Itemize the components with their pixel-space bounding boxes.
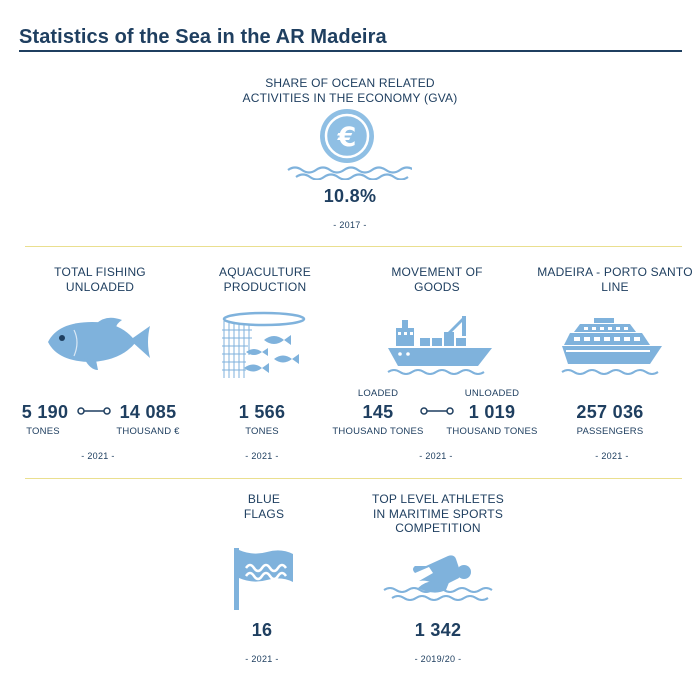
fishing-value-tones: 5 190	[21, 402, 69, 422]
ferry-line-label-line2: LINE	[601, 279, 629, 294]
fishing-value-euro: 14 085	[119, 402, 177, 422]
ferry-line-year: - 2021 -	[595, 451, 629, 461]
swimmer-icon	[383, 555, 493, 601]
gva-label-line1: SHARE OF OCEAN RELATED	[265, 76, 435, 90]
fishing-year: - 2021 -	[81, 451, 115, 461]
goods-loaded-value: 145	[362, 402, 394, 422]
blue-flags-label: BLUE FLAGS	[214, 492, 314, 521]
separator-2	[25, 478, 682, 479]
athletes-year: - 2019/20 -	[414, 654, 462, 664]
ferry-icon	[561, 318, 662, 375]
goods-loaded-unit: THOUSAND TONES	[332, 426, 424, 437]
athletes-label-line3: COMPETITION	[395, 521, 481, 535]
gva-label: SHARE OF OCEAN RELATED ACTIVITIES IN THE…	[200, 76, 500, 105]
cargo-ship-icon	[387, 316, 492, 375]
gva-label-line2: ACTIVITIES IN THE ECONOMY (GVA)	[242, 90, 458, 105]
goods-label: MOVEMENT OF GOODS	[362, 265, 512, 294]
svg-text:€: €	[337, 122, 357, 153]
gva-value: 10.8%	[323, 186, 377, 206]
aquaculture-year: - 2021 -	[245, 451, 279, 461]
blue-flags-label-line1: BLUE	[247, 492, 281, 506]
page-title: Statistics of the Sea in the AR Madeira	[19, 26, 387, 48]
athletes-value: 1 342	[414, 620, 462, 640]
fish-icon	[48, 317, 150, 370]
fishing-label: TOTAL FISHING UNLOADED	[20, 265, 180, 294]
aquaculture-unit: TONES	[245, 426, 279, 437]
goods-unloaded-value: 1 019	[468, 402, 516, 422]
goods-label-line1: MOVEMENT OF	[391, 265, 483, 279]
aquaculture-label: AQUACULTURE PRODUCTION	[190, 265, 340, 294]
blue-flags-value: 16	[251, 620, 273, 640]
title-underline	[19, 50, 682, 52]
ferry-line-label: MADEIRA - PORTO SANTO LINE	[530, 265, 700, 294]
goods-unloaded-unit: THOUSAND TONES	[446, 426, 538, 437]
ferry-line-unit: PASSENGERS	[576, 426, 644, 437]
goods-year: - 2021 -	[419, 451, 453, 461]
aquaculture-label-line2: PRODUCTION	[223, 279, 307, 294]
athletes-label: TOP LEVEL ATHLETES IN MARITIME SPORTS CO…	[358, 492, 518, 536]
athletes-label-line1: TOP LEVEL ATHLETES	[372, 492, 504, 506]
fishing-unit-euro: THOUSAND €	[116, 426, 180, 437]
link-connector-icon	[77, 407, 111, 415]
goods-unloaded-label: UNLOADED	[464, 388, 520, 399]
link-connector-icon	[420, 407, 454, 415]
aquaculture-value: 1 566	[238, 402, 286, 422]
goods-loaded-label: LOADED	[357, 388, 399, 399]
separator-1	[25, 246, 682, 247]
fishing-label-line2: UNLOADED	[65, 279, 135, 294]
fishing-unit-tones: TONES	[26, 426, 60, 437]
goods-label-line2: GOODS	[414, 279, 460, 294]
gva-year: - 2017 -	[333, 220, 367, 230]
fishing-label-line1: TOTAL FISHING	[54, 265, 146, 279]
blue-flags-year: - 2021 -	[245, 654, 279, 664]
athletes-label-line2: IN MARITIME SPORTS	[372, 506, 504, 521]
aquaculture-label-line1: AQUACULTURE	[219, 265, 311, 279]
blue-flags-label-line2: FLAGS	[243, 506, 285, 521]
blue-flag-icon	[234, 548, 293, 610]
ferry-line-value: 257 036	[576, 402, 644, 422]
euro-coin-waves-icon: €	[287, 109, 412, 180]
fish-net-icon	[222, 311, 306, 378]
ferry-line-label-line1: MADEIRA - PORTO SANTO	[537, 265, 693, 279]
